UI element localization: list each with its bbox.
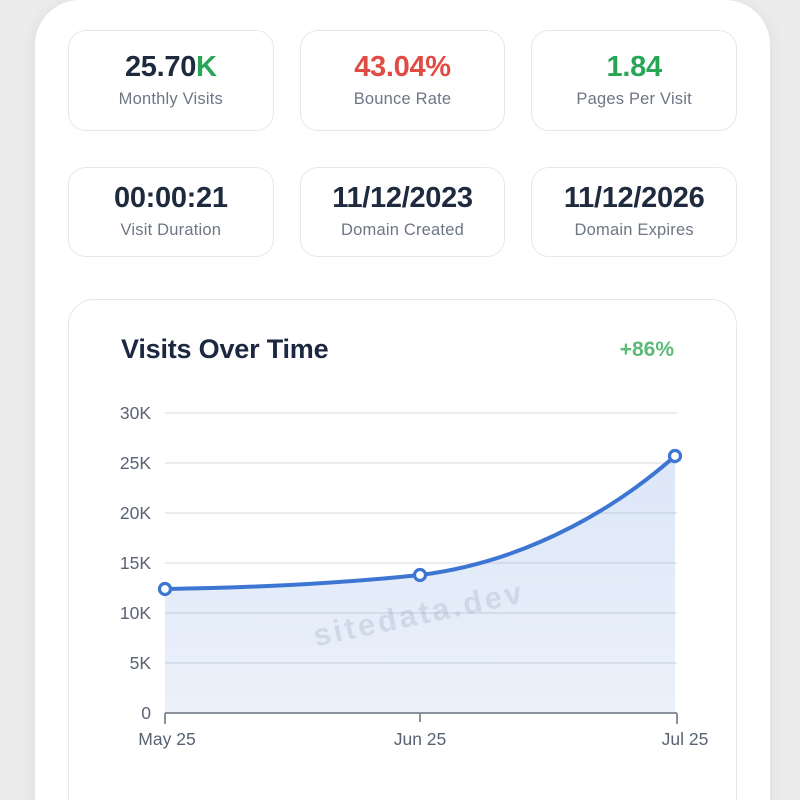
- y-axis-label: 0: [141, 703, 151, 723]
- monthly-visits-suffix: K: [196, 50, 217, 83]
- data-point-marker: [667, 448, 683, 464]
- data-point-marker: [412, 567, 428, 583]
- visit-duration-label: Visit Duration: [120, 221, 222, 239]
- stats-row-1: 25.70K Monthly Visits 43.04% Bounce Rate…: [35, 30, 770, 131]
- monthly-visits-value: 25.70K: [124, 50, 217, 83]
- chart-change-badge: +86%: [619, 337, 674, 361]
- bounce-rate-label: Bounce Rate: [353, 89, 452, 108]
- visit-duration-value: 00:00:21: [113, 182, 228, 214]
- y-axis-label: 20K: [120, 503, 151, 523]
- stat-card-visit-duration: 00:00:21 Visit Duration: [68, 167, 274, 257]
- chart-card: Visits Over Time +86% 30K: [68, 299, 737, 800]
- chart-area: [165, 456, 675, 713]
- bounce-rate-value: 43.04%: [354, 50, 451, 83]
- stat-card-domain-created: 11/12/2023 Domain Created: [299, 167, 506, 257]
- data-point-marker: [157, 581, 173, 597]
- x-axis-label: Jun 25: [394, 729, 447, 749]
- pages-per-visit-label: Pages Per Visit: [576, 89, 692, 108]
- x-axis-label: May 25: [138, 729, 195, 749]
- y-axis-label: 10K: [120, 603, 151, 623]
- y-axis-label: 15K: [120, 553, 151, 573]
- monthly-visits-label: Monthly Visits: [118, 89, 223, 108]
- stat-card-pages-per-visit: 1.84 Pages Per Visit: [531, 30, 737, 131]
- y-axis-label: 25K: [120, 453, 151, 473]
- stat-card-domain-expires: 11/12/2026 Domain Expires: [531, 167, 737, 257]
- x-axis-label: Jul 25: [662, 729, 709, 749]
- y-axis-label: 30K: [120, 403, 151, 423]
- visits-chart: 30K 25K 20K 15K 10K 5K 0 sitedata.dev Ma…: [120, 403, 709, 749]
- stat-card-monthly-visits: 25.70K Monthly Visits: [68, 30, 274, 131]
- domain-created-value: 11/12/2023: [332, 182, 473, 214]
- domain-created-label: Domain Created: [341, 221, 464, 239]
- stats-panel: 25.70K Monthly Visits 43.04% Bounce Rate…: [35, 0, 770, 800]
- y-axis: 30K 25K 20K 15K 10K 5K 0: [120, 403, 151, 723]
- x-axis: May 25 Jun 25 Jul 25: [138, 712, 709, 749]
- chart-markers: [157, 448, 683, 597]
- chart-title: Visits Over Time: [121, 334, 329, 364]
- domain-expires-label: Domain Expires: [574, 221, 694, 239]
- stats-row-2: 00:00:21 Visit Duration 11/12/2023 Domai…: [35, 167, 770, 257]
- domain-expires-value: 11/12/2026: [563, 182, 705, 214]
- pages-per-visit-value: 1.84: [606, 50, 663, 83]
- stat-card-bounce-rate: 43.04% Bounce Rate: [299, 30, 506, 131]
- chart-header: Visits Over Time +86%: [69, 300, 736, 365]
- y-axis-label: 5K: [130, 653, 152, 673]
- monthly-visits-number: 25.70: [124, 50, 197, 83]
